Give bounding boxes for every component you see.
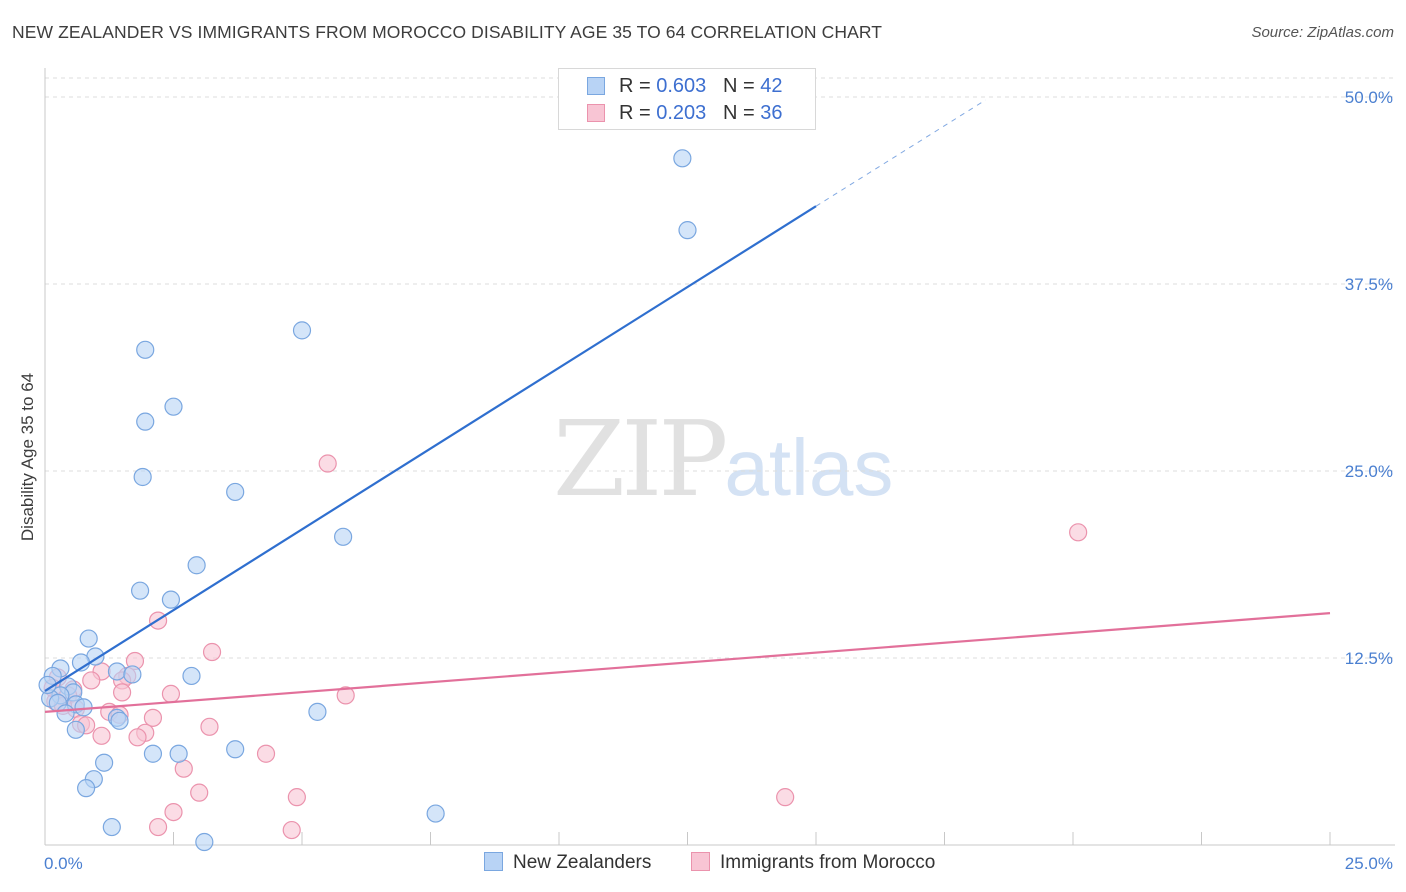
point-new-zealander [130, 581, 150, 600]
point-new-zealander [123, 665, 142, 684]
data-points [38, 149, 1088, 852]
point-morocco [256, 744, 276, 763]
point-new-zealander [107, 662, 127, 681]
point-morocco [1069, 523, 1088, 542]
point-morocco [776, 788, 795, 807]
tick-labels: 12.5% 25.0% 37.5% 50.0% 0.0% 25.0% Disability … [18, 88, 1393, 873]
point-new-zealander [195, 832, 214, 852]
point-new-zealander [182, 666, 201, 686]
chart-title: NEW ZEALANDER VS IMMIGRANTS FROM MOROCCO… [12, 22, 883, 42]
point-new-zealander [226, 740, 245, 759]
point-morocco [318, 454, 337, 473]
point-new-zealander [143, 744, 163, 763]
point-new-zealander [678, 221, 697, 240]
point-new-zealander [164, 397, 183, 416]
point-new-zealander [95, 753, 114, 772]
point-new-zealander [79, 629, 98, 648]
point-new-zealander [426, 804, 445, 823]
y-tick-label: 37.5% [1345, 275, 1393, 294]
trend-extension-new-zealanders [815, 99, 986, 207]
bottom-legend-swatch-pink [691, 852, 710, 871]
point-new-zealander [169, 744, 188, 763]
legend-swatch-pink [587, 104, 605, 122]
bottom-legend-label: New Zealanders [513, 852, 652, 873]
point-new-zealander [56, 704, 75, 723]
point-morocco [336, 686, 355, 705]
point-new-zealander [161, 590, 181, 609]
correlation-legend: R = 0.603 N = 42 R = 0.203 N = 36 [558, 68, 816, 130]
point-morocco [287, 788, 306, 807]
point-morocco [200, 717, 219, 736]
point-new-zealander [226, 482, 245, 502]
bottom-legend-new-zealanders: New Zealanders [484, 852, 651, 874]
point-morocco [282, 820, 301, 840]
point-morocco [92, 726, 111, 745]
x-tick-label-max: 25.0% [1345, 854, 1393, 873]
y-tick-label: 25.0% [1345, 462, 1393, 481]
trend-line-new-zealanders [44, 205, 817, 692]
bottom-legend-swatch-blue [484, 852, 503, 871]
point-morocco [143, 708, 163, 727]
point-new-zealander [136, 412, 155, 431]
legend-text: R = 0.203 N = 36 [619, 102, 783, 124]
legend-swatch-blue [587, 77, 605, 95]
gridlines [45, 77, 1395, 659]
trend-lines [44, 99, 1331, 713]
source-label: Source: ZipAtlas.com [1251, 24, 1394, 41]
point-morocco [164, 802, 183, 822]
point-new-zealander [110, 711, 129, 730]
point-new-zealander [187, 556, 206, 575]
point-new-zealander [133, 467, 152, 487]
point-new-zealander [292, 321, 312, 340]
point-morocco [202, 642, 222, 662]
point-morocco [82, 671, 101, 690]
y-axis-title: Disability Age 35 to 64 [18, 373, 37, 541]
point-new-zealander [334, 527, 353, 546]
point-morocco [190, 783, 209, 802]
bottom-legend-label: Immigrants from Morocco [720, 852, 936, 873]
point-morocco [161, 684, 181, 704]
point-morocco [128, 728, 147, 747]
y-tick-label: 50.0% [1345, 88, 1393, 107]
point-new-zealander [673, 149, 692, 168]
point-new-zealander [102, 817, 121, 837]
axes [44, 68, 1395, 846]
bottom-legend-morocco: Immigrants from Morocco [691, 852, 935, 874]
y-tick-label: 12.5% [1345, 649, 1393, 668]
point-morocco [112, 683, 132, 702]
point-new-zealander [66, 720, 85, 739]
trend-line-morocco [44, 612, 1331, 713]
point-new-zealander [77, 779, 96, 798]
point-morocco [148, 817, 168, 837]
point-new-zealander [308, 702, 327, 721]
point-new-zealander [136, 340, 155, 359]
x-tick-label-min: 0.0% [44, 854, 83, 873]
legend-text: R = 0.603 N = 42 [619, 75, 783, 97]
